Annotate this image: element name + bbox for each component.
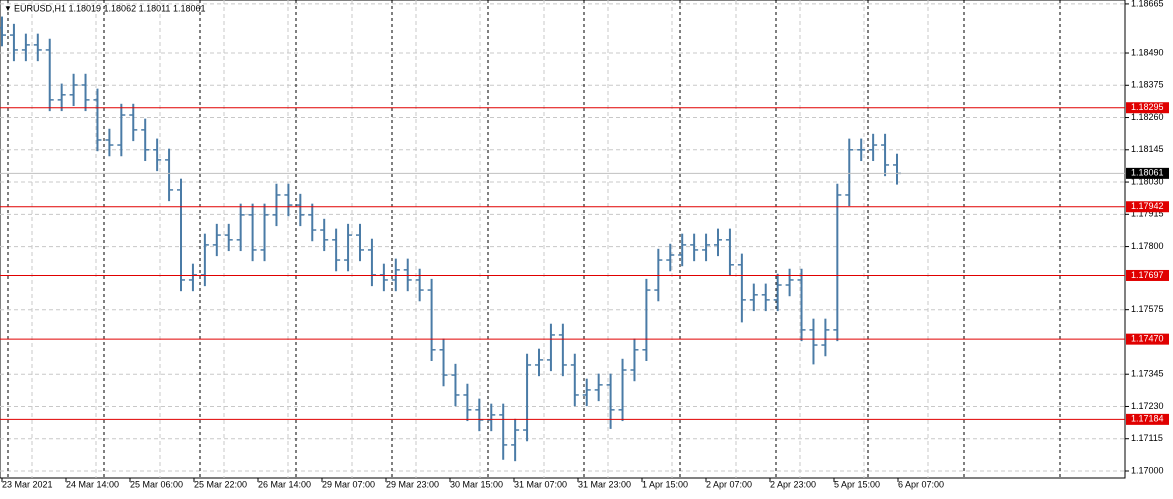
price-level-tag [1126,269,1169,281]
x-tick-label: 1 Apr 15:00 [642,479,688,489]
price-level-tag [1126,413,1169,425]
x-tick-label: 23 Mar 2021 [2,479,53,489]
current-price-label: 1.18061 [1131,168,1164,178]
price-level-label: 1.17470 [1131,334,1164,344]
y-tick-label: 1.17230 [1131,401,1164,411]
x-tick-label: 2 Apr 07:00 [706,479,752,489]
price-level-label: 1.17184 [1131,414,1164,424]
y-tick-label: 1.18665 [1131,0,1164,8]
x-tick-label: 2 Apr 23:00 [770,479,816,489]
y-tick-label: 1.17000 [1131,465,1164,475]
current-price-tag [1126,167,1169,179]
x-tick-label: 24 Mar 14:00 [66,479,119,489]
y-tick-label: 1.17115 [1131,433,1163,443]
price-level-tag [1126,333,1169,345]
x-tick-label: 25 Mar 22:00 [194,479,247,489]
y-tick-label: 1.17915 [1131,209,1164,219]
x-tick-label: 25 Mar 06:00 [130,479,183,489]
y-tick-label: 1.18375 [1131,80,1164,90]
x-tick-label: 31 Mar 07:00 [514,479,567,489]
y-tick-label: 1.17575 [1131,304,1164,314]
y-tick-label: 1.18145 [1131,144,1164,154]
x-tick-label: 26 Mar 14:00 [258,479,311,489]
price-level-tag [1126,201,1169,213]
price-level-tag [1126,102,1169,114]
y-tick-label: 1.18490 [1131,47,1164,57]
x-tick-label: 31 Mar 23:00 [578,479,631,489]
y-tick-label: 1.17800 [1131,241,1164,251]
x-tick-label: 29 Mar 07:00 [322,479,375,489]
x-tick-label: 29 Mar 23:00 [386,479,439,489]
y-tick-label: 1.18030 [1131,176,1164,186]
plot-frame [0,0,1126,479]
x-tick-label: 5 Apr 15:00 [834,479,880,489]
menu-arrow[interactable]: ▼ [4,4,12,13]
price-level-label: 1.18295 [1131,102,1164,112]
price-level-label: 1.17942 [1131,201,1164,211]
x-tick-label: 30 Mar 15:00 [450,479,503,489]
y-tick-label: 1.18260 [1131,112,1164,122]
price-level-label: 1.17697 [1131,270,1164,280]
chart-header: EURUSD,H1 1.18019 1.18062 1.18011 1.1806… [14,3,205,13]
x-tick-label: 6 Apr 07:00 [898,479,944,489]
y-tick-label: 1.17345 [1131,369,1164,379]
